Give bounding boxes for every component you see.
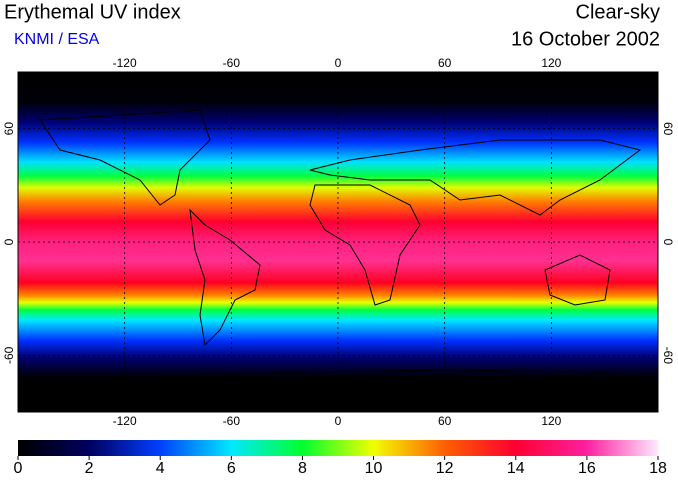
colorbar-tick-label: 14 bbox=[507, 460, 525, 477]
x-tick-label: -60 bbox=[223, 56, 241, 70]
subtitle: KNMI / ESA bbox=[14, 31, 100, 48]
y-tick-label: -60 bbox=[661, 347, 675, 365]
condition: Clear-sky bbox=[576, 1, 660, 23]
colorbar bbox=[18, 440, 658, 456]
x-tick-label: -120 bbox=[113, 414, 137, 428]
colorbar-tick-label: 8 bbox=[298, 460, 307, 477]
title: Erythemal UV index bbox=[4, 1, 181, 23]
y-tick-label: -60 bbox=[2, 346, 16, 364]
y-tick-label: 0 bbox=[661, 239, 675, 246]
colorbar-tick-label: 18 bbox=[649, 460, 667, 477]
x-tick-label: 0 bbox=[335, 414, 342, 428]
colorbar-tick-label: 6 bbox=[227, 460, 236, 477]
x-tick-label: -120 bbox=[113, 56, 137, 70]
colorbar-tick-label: 10 bbox=[365, 460, 383, 477]
coastlines bbox=[29, 109, 651, 386]
x-tick-label: -60 bbox=[223, 414, 241, 428]
x-tick-label: 0 bbox=[335, 56, 342, 70]
y-tick-label: 0 bbox=[2, 238, 16, 245]
x-tick-label: 120 bbox=[541, 56, 561, 70]
y-tick-label: 60 bbox=[2, 122, 16, 136]
colorbar-tick-label: 2 bbox=[85, 460, 94, 477]
x-tick-label: 60 bbox=[438, 56, 452, 70]
colorbar-tick-label: 0 bbox=[14, 460, 23, 477]
date: 16 October 2002 bbox=[511, 28, 660, 50]
colorbar-tick-label: 12 bbox=[436, 460, 454, 477]
x-tick-label: 120 bbox=[541, 414, 561, 428]
colorbar-tick-label: 4 bbox=[156, 460, 165, 477]
x-tick-label: 60 bbox=[438, 414, 452, 428]
y-tick-label: 60 bbox=[661, 122, 675, 136]
colorbar-tick-label: 16 bbox=[578, 460, 596, 477]
